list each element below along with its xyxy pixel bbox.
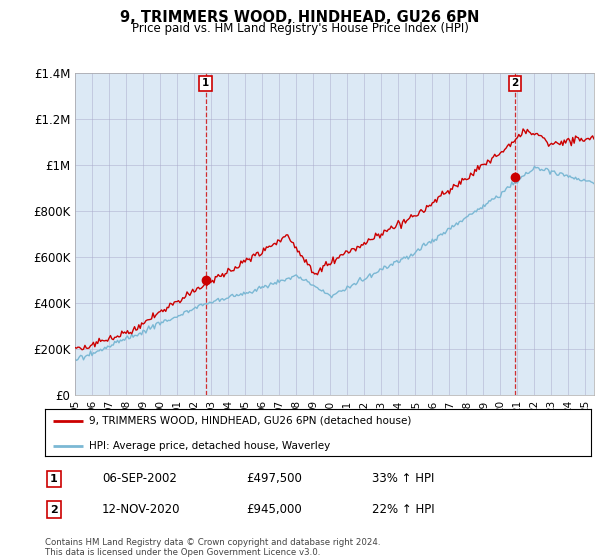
Text: 33% ↑ HPI: 33% ↑ HPI xyxy=(372,472,434,486)
Text: Price paid vs. HM Land Registry's House Price Index (HPI): Price paid vs. HM Land Registry's House … xyxy=(131,22,469,35)
Text: 06-SEP-2002: 06-SEP-2002 xyxy=(102,472,177,486)
Text: 12-NOV-2020: 12-NOV-2020 xyxy=(102,503,181,516)
Text: £945,000: £945,000 xyxy=(246,503,302,516)
Text: 22% ↑ HPI: 22% ↑ HPI xyxy=(372,503,434,516)
Text: 9, TRIMMERS WOOD, HINDHEAD, GU26 6PN: 9, TRIMMERS WOOD, HINDHEAD, GU26 6PN xyxy=(121,10,479,25)
Text: 9, TRIMMERS WOOD, HINDHEAD, GU26 6PN (detached house): 9, TRIMMERS WOOD, HINDHEAD, GU26 6PN (de… xyxy=(89,416,411,426)
Text: 1: 1 xyxy=(202,78,209,88)
Text: HPI: Average price, detached house, Waverley: HPI: Average price, detached house, Wave… xyxy=(89,441,330,451)
Text: 2: 2 xyxy=(512,78,519,88)
Text: 2: 2 xyxy=(50,505,58,515)
Text: Contains HM Land Registry data © Crown copyright and database right 2024.
This d: Contains HM Land Registry data © Crown c… xyxy=(45,538,380,557)
Text: £497,500: £497,500 xyxy=(246,472,302,486)
Text: 1: 1 xyxy=(50,474,58,484)
